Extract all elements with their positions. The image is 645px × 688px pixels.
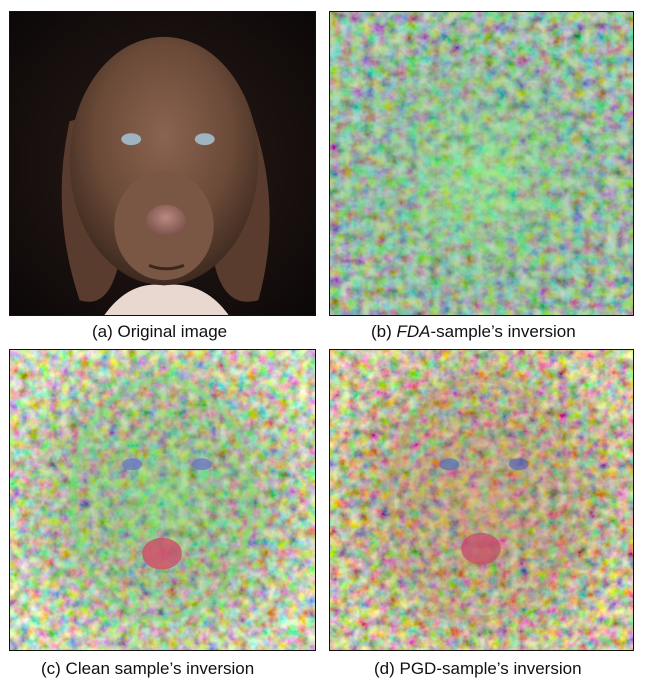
- original-image-panel: [9, 11, 316, 316]
- caption-d-text: (d) PGD-sample’s inversion: [374, 659, 582, 678]
- fda-inversion-image: [330, 12, 633, 315]
- caption-pgd: (d) PGD-sample’s inversion: [374, 659, 582, 679]
- clean-inversion-panel: [9, 349, 316, 651]
- caption-b-suffix: -sample’s inversion: [430, 322, 576, 341]
- caption-c-text: (c) Clean sample’s inversion: [41, 659, 255, 678]
- pgd-inversion-panel: [329, 349, 634, 651]
- dog-photo: [10, 12, 315, 315]
- caption-original: (a) Original image: [92, 322, 227, 342]
- fda-inversion-panel: [329, 11, 634, 316]
- caption-b-prefix: (b): [371, 322, 397, 341]
- caption-fda: (b) FDA-sample’s inversion: [371, 322, 576, 342]
- caption-b-italic: FDA: [396, 322, 431, 341]
- pgd-inversion-image: [330, 350, 633, 650]
- caption-a-text: (a) Original image: [92, 322, 228, 341]
- caption-clean: (c) Clean sample’s inversion: [41, 659, 254, 679]
- clean-inversion-image: [10, 350, 315, 650]
